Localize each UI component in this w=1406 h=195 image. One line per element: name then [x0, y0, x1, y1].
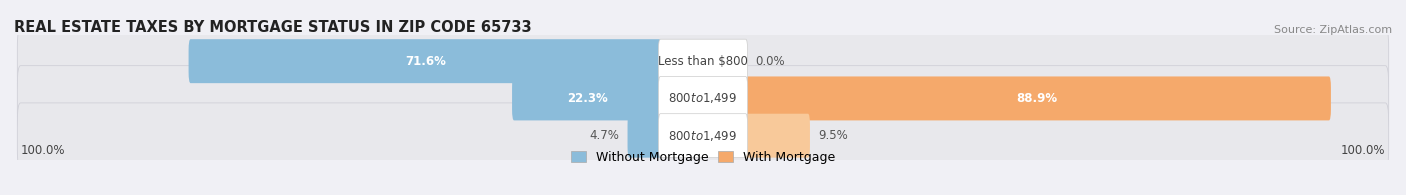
Text: 9.5%: 9.5% [818, 129, 848, 142]
FancyBboxPatch shape [658, 39, 748, 83]
Text: 4.7%: 4.7% [589, 129, 620, 142]
Text: 100.0%: 100.0% [1341, 144, 1385, 157]
Text: 71.6%: 71.6% [405, 55, 446, 68]
Text: REAL ESTATE TAXES BY MORTGAGE STATUS IN ZIP CODE 65733: REAL ESTATE TAXES BY MORTGAGE STATUS IN … [14, 20, 531, 35]
Text: 100.0%: 100.0% [21, 144, 65, 157]
FancyBboxPatch shape [744, 76, 1331, 120]
Text: 88.9%: 88.9% [1017, 92, 1057, 105]
Text: $800 to $1,499: $800 to $1,499 [668, 91, 738, 105]
FancyBboxPatch shape [17, 103, 1389, 168]
FancyBboxPatch shape [17, 28, 1389, 94]
Text: Source: ZipAtlas.com: Source: ZipAtlas.com [1274, 25, 1392, 35]
FancyBboxPatch shape [188, 39, 662, 83]
FancyBboxPatch shape [658, 76, 748, 120]
Legend: Without Mortgage, With Mortgage: Without Mortgage, With Mortgage [571, 151, 835, 164]
FancyBboxPatch shape [744, 114, 810, 158]
FancyBboxPatch shape [17, 66, 1389, 131]
Text: 22.3%: 22.3% [567, 92, 607, 105]
Text: $800 to $1,499: $800 to $1,499 [668, 129, 738, 143]
Text: Less than $800: Less than $800 [658, 55, 748, 68]
Text: 0.0%: 0.0% [755, 55, 785, 68]
FancyBboxPatch shape [627, 114, 662, 158]
FancyBboxPatch shape [512, 76, 662, 120]
FancyBboxPatch shape [658, 114, 748, 158]
